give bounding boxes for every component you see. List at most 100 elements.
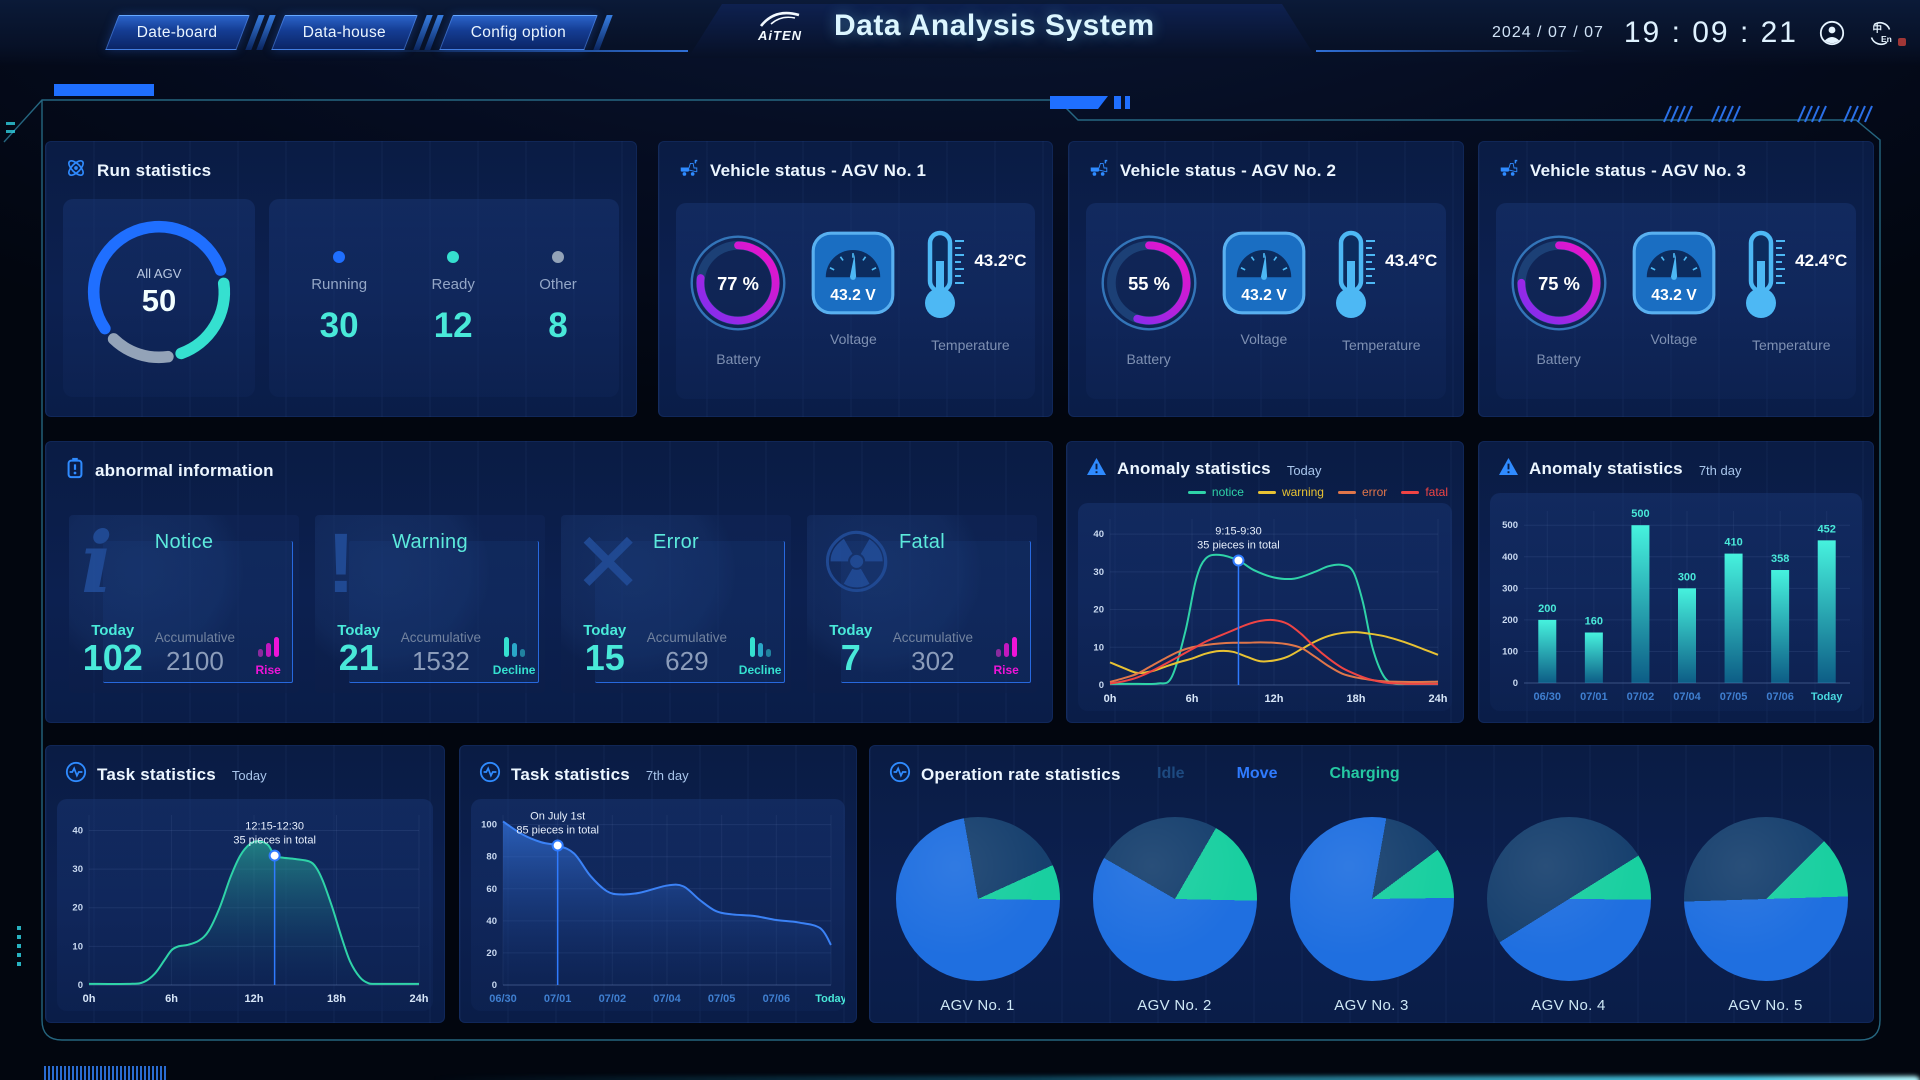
agv4-pie-chart [1486,817,1651,981]
warning-triangle-icon [1086,457,1107,481]
panel-title: Anomaly statistics [1117,459,1271,478]
fatal-title: Fatal [899,531,945,553]
svg-text:358: 358 [1771,553,1789,565]
anomaly-today-chart: 0 10 20 30 40 0h 6h 12h 18h 24h 9:15-9:30 35 pieces… [1078,503,1452,711]
forklift-icon [1498,157,1520,184]
trend-label: Decline [492,663,536,677]
voltage-gauge: 43.2 V Voltage [1630,229,1718,347]
svg-text:43.2 V: 43.2 V [1241,287,1287,304]
svg-text:410: 410 [1724,537,1742,549]
vehicle-gauges-card: 77 % Battery 43.2 V Voltage [676,203,1035,399]
svg-text:07/06: 07/06 [763,993,791,1005]
temperature-label: Temperature [1751,337,1831,353]
panel-title: Task statistics [97,764,216,784]
language-toggle-icon[interactable]: 中 En [1866,19,1894,47]
svg-text:35 pieces in total: 35 pieces in total [233,835,316,847]
tab-separator [244,15,276,50]
svg-text:400: 400 [1502,552,1518,563]
temperature-gauge: 43.2°C Temperature [914,229,1027,353]
legend-item-warning[interactable]: warning [1257,485,1324,499]
trend-label: Rise [993,663,1019,677]
accumulative-label: Accumulative [646,629,728,645]
svg-text:07/05: 07/05 [1720,691,1748,703]
operation-legend: Idle Move Charging [1157,765,1400,783]
battery-gauge: 77 % Battery [684,229,792,367]
ready-dot [447,250,460,263]
pulse-icon [479,761,501,788]
tab-date-board[interactable]: Date-board [105,15,250,50]
legend-item-notice[interactable]: notice [1187,485,1244,499]
today-value: 7 [840,637,861,679]
svg-text:07/01: 07/01 [1580,691,1608,703]
running-label: Running [311,275,368,293]
anomaly-statistics-today-panel: Anomaly statistics Today notice warning er… [1066,441,1464,723]
vehicle-gauges-card: 55 % Battery 43.2 V Voltage [1086,203,1446,399]
logo-text: AiTEN [758,28,802,43]
battery-gauge: 55 % Battery [1095,229,1203,367]
svg-text:07/04: 07/04 [1673,691,1701,703]
panel-subtitle: 7th day [645,768,689,783]
notice-title: Notice [154,531,214,553]
vehicle-gauges-card: 75 % Battery 43.2 V Voltage [1496,203,1856,399]
svg-text:6h: 6h [1186,693,1199,705]
anomaly-statistics-7day-panel: Anomaly statistics 7th day 0 100 200 300 400… [1478,441,1874,723]
task-7day-chart: 0 20 40 60 80 100 06/30 07/01 07/02 07/04 07/05 07/… [471,799,848,1011]
ready-value: 12 [433,305,473,345]
battery-label: Battery [716,351,761,367]
header-deco-line-left [356,50,688,52]
legend-move[interactable]: Move [1236,765,1278,782]
panel-subtitle: Today [231,768,267,783]
agv3-pie-group: AGV No. 3 [1279,803,1465,1014]
anomaly-7day-chart-card: 0 100 200 300 400 500 200 06/30 160 07/01 500 07/02… [1490,493,1862,711]
svg-text:0: 0 [1099,680,1104,691]
svg-text:On July 1st: On July 1st [530,810,585,822]
tab-config-option[interactable]: Config option [438,15,598,50]
today-value: 102 [82,637,143,679]
legend-item-error[interactable]: error [1337,485,1387,499]
agv-counts-card: Running 30 Ready 12 Other 8 [269,199,619,397]
agv4-pie-label: AGV No. 4 [1531,997,1606,1014]
trend-label: Decline [738,663,782,677]
legend-idle[interactable]: Idle [1157,765,1185,782]
ready-label: Ready [431,275,475,293]
stat-running: Running 30 [311,250,368,346]
side-dots-decoration [17,926,21,970]
svg-text:07/02: 07/02 [599,993,627,1005]
notice-glyph-icon: i [81,515,113,612]
svg-text:18h: 18h [327,993,346,1005]
svg-text:20: 20 [72,903,83,914]
legend-item-fatal[interactable]: fatal [1401,485,1448,499]
svg-text:10: 10 [72,941,83,952]
user-icon[interactable] [1818,19,1846,47]
tab-data-house-label: Data-house [302,23,386,41]
tab-data-house[interactable]: Data-house [270,15,418,50]
legend-charging[interactable]: Charging [1329,765,1400,782]
temperature-value: 43.2°C [974,251,1027,270]
vehicle-status-panel-1: Vehicle status - AGV No. 1 77 % Battery [658,141,1053,417]
svg-text:0: 0 [1513,678,1518,689]
voltage-label: Voltage [1240,331,1288,347]
svg-text:07/01: 07/01 [544,993,572,1005]
fatal-card: ☢ Fatal Today 7 Accumulative 302 Rise [807,515,1037,693]
header-right: 2024 / 07 / 07 19 : 09 : 21 中 En [1492,0,1894,66]
agv2-pie-group: AGV No. 2 [1082,803,1268,1014]
app-header: Date-board Data-house Config option AiTE… [0,0,1920,66]
error-glyph-icon: ✕ [573,516,644,610]
lang-en-label: En [1881,34,1892,44]
svg-text:24h: 24h [1429,693,1448,705]
panel-title: Run statistics [97,160,212,180]
other-dot [552,250,565,263]
today-label: Today [829,622,873,640]
anomaly-legend: notice warning error fatal [1187,485,1448,499]
svg-text:07/06: 07/06 [1766,691,1794,703]
agv3-pie-label: AGV No. 3 [1334,997,1409,1014]
panel-subtitle: 7th day [1698,462,1742,478]
panel-title: abnormal information [95,460,274,480]
accumulative-label: Accumulative [154,629,236,645]
svg-text:500: 500 [1502,520,1518,531]
panel-title: Anomaly statistics [1529,459,1683,478]
svg-text:30: 30 [1093,567,1104,578]
fatal-glyph-icon: ☢ [819,516,895,610]
svg-text:100: 100 [481,820,497,831]
anomaly-7day-chart: 0 100 200 300 400 500 200 06/30 160 07/01 500 07/02… [1490,493,1862,711]
